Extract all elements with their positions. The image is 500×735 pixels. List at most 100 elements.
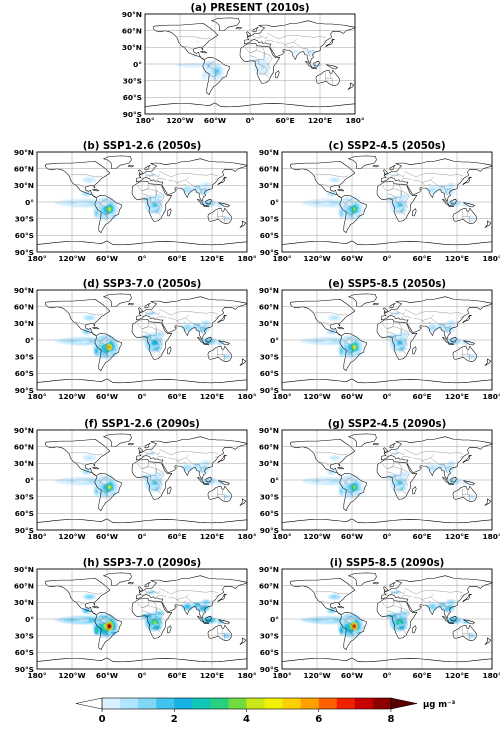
lat-tick-label: 60°S xyxy=(15,648,34,657)
lat-tick-label: 90°N xyxy=(259,286,279,295)
lon-tick-label: 0° xyxy=(383,671,392,680)
coastlines xyxy=(44,572,247,650)
lat-tick-label: 90°S xyxy=(260,665,279,674)
lon-tick-label: 180° xyxy=(237,392,256,401)
panel-title: (a) PRESENT (2010s) xyxy=(190,3,309,14)
lat-tick-label: 30°N xyxy=(14,598,34,607)
lat-tick-label: 90°S xyxy=(123,110,142,119)
map-panel-c: (c) SSP2-4.5 (2050s) 90°N 60°N 30°N 0° 30°S 60… xyxy=(259,141,500,263)
lon-tick-label: 120°W xyxy=(303,392,330,401)
map-frame xyxy=(36,429,248,531)
lon-tick-label: 120°W xyxy=(166,116,193,125)
map-panel-h: (h) SSP3-7.0 (2090s) 90°N 60°N 30°N 0° 30°S 60… xyxy=(14,558,257,680)
gridlines xyxy=(37,430,247,530)
lon-tick-label: 60°E xyxy=(167,254,186,263)
lat-tick-label: 60°S xyxy=(260,369,279,378)
colorbar-segment xyxy=(102,698,121,709)
lon-tick-label: 120°E xyxy=(445,254,469,263)
gridlines xyxy=(282,430,492,530)
map-panel-g: (g) SSP2-4.5 (2090s) 90°N 60°N 30°N 0° 30°S 60… xyxy=(259,419,500,541)
lon-tick-label: 60°W xyxy=(96,671,118,680)
colorbar-tick-label: 6 xyxy=(315,714,322,725)
lon-tick-label: 120°W xyxy=(58,254,85,263)
lon-tick-label: 60°W xyxy=(96,254,118,263)
lat-tick-label: 30°S xyxy=(260,492,279,501)
lat-tick-label: 60°N xyxy=(259,581,279,590)
lat-tick-label: 90°S xyxy=(15,248,34,257)
lon-tick-label: 180° xyxy=(27,532,46,541)
map-panel-e: (e) SSP5-8.5 (2050s) 90°N 60°N 30°N 0° 30°S 60… xyxy=(259,279,500,401)
lon-tick-label: 0° xyxy=(383,392,392,401)
panel-title: (g) SSP2-4.5 (2090s) xyxy=(328,419,446,430)
lon-tick-label: 180° xyxy=(345,116,364,125)
lon-tick-label: 180° xyxy=(272,254,291,263)
lat-tick-label: 0° xyxy=(25,476,34,485)
map-panel-i: (i) SSP5-8.5 (2090s) 90°N 60°N 30°N 0° 30°S 60… xyxy=(259,558,500,680)
map-frame xyxy=(281,151,493,253)
lon-tick-label: 120°W xyxy=(303,532,330,541)
lon-tick-label: 60°E xyxy=(275,116,294,125)
lat-tick-label: 30°N xyxy=(259,598,279,607)
lat-tick-label: 90°S xyxy=(260,386,279,395)
lon-tick-label: 180° xyxy=(482,392,500,401)
lat-tick-label: 90°N xyxy=(259,426,279,435)
lat-tick-label: 60°S xyxy=(15,509,34,518)
panel-title: (i) SSP5-8.5 (2090s) xyxy=(330,558,445,569)
coastlines xyxy=(44,293,247,371)
lon-tick-label: 180° xyxy=(237,254,256,263)
lat-tick-label: 0° xyxy=(270,476,279,485)
colorbar-tick-label: 0 xyxy=(99,714,106,725)
lat-tick-label: 30°S xyxy=(15,352,34,361)
colorbar: 0 2 4 6 8 μg m⁻³ xyxy=(75,697,456,725)
lat-tick-label: 0° xyxy=(270,198,279,207)
lon-tick-label: 0° xyxy=(383,254,392,263)
lon-tick-label: 60°E xyxy=(412,254,431,263)
map-frame xyxy=(36,289,248,391)
colorbar-segment xyxy=(318,698,338,709)
lon-tick-label: 60°E xyxy=(412,671,431,680)
lat-tick-label: 30°N xyxy=(259,319,279,328)
map-frame xyxy=(281,568,493,670)
lon-tick-label: 120°E xyxy=(445,392,469,401)
lat-tick-label: 60°N xyxy=(14,442,34,451)
lat-tick-label: 0° xyxy=(25,615,34,624)
lon-tick-label: 120°W xyxy=(58,671,85,680)
panel-title: (e) SSP5-8.5 (2050s) xyxy=(328,279,446,290)
lon-tick-label: 180° xyxy=(482,671,500,680)
lat-tick-label: 60°N xyxy=(122,26,142,35)
lon-tick-label: 180° xyxy=(135,116,154,125)
gridlines xyxy=(37,569,247,669)
map-frame xyxy=(36,151,248,253)
colorbar-segment xyxy=(120,698,139,709)
lon-tick-label: 180° xyxy=(272,671,291,680)
lon-tick-label: 0° xyxy=(383,532,392,541)
lat-tick-label: 30°S xyxy=(15,492,34,501)
gridlines xyxy=(282,152,492,252)
lon-tick-label: 120°E xyxy=(308,116,332,125)
lon-tick-label: 120°E xyxy=(200,532,224,541)
panel-title: (c) SSP2-4.5 (2050s) xyxy=(328,141,445,152)
colorbar-segment xyxy=(210,698,229,709)
lat-tick-label: 30°N xyxy=(259,459,279,468)
lat-tick-label: 0° xyxy=(133,60,142,69)
lat-tick-label: 90°S xyxy=(260,526,279,535)
lon-tick-label: 120°W xyxy=(58,532,85,541)
lon-tick-label: 180° xyxy=(482,532,500,541)
lat-tick-label: 60°N xyxy=(14,302,34,311)
colorbar-extend-min xyxy=(75,697,103,710)
lat-tick-label: 90°S xyxy=(260,248,279,257)
lon-tick-label: 120°E xyxy=(445,532,469,541)
lat-tick-label: 90°N xyxy=(14,286,34,295)
colorbar-segment xyxy=(372,698,392,709)
panel-title: (h) SSP3-7.0 (2090s) xyxy=(83,558,201,569)
lon-tick-label: 60°W xyxy=(96,532,118,541)
lat-tick-label: 30°N xyxy=(14,319,34,328)
coastlines xyxy=(152,17,355,95)
lon-tick-label: 60°W xyxy=(341,532,363,541)
gridlines xyxy=(37,152,247,252)
lon-tick-label: 0° xyxy=(138,671,147,680)
lon-tick-label: 60°W xyxy=(341,392,363,401)
colorbar-extend-max xyxy=(390,697,418,710)
lat-tick-label: 60°S xyxy=(260,509,279,518)
lat-tick-label: 0° xyxy=(25,198,34,207)
